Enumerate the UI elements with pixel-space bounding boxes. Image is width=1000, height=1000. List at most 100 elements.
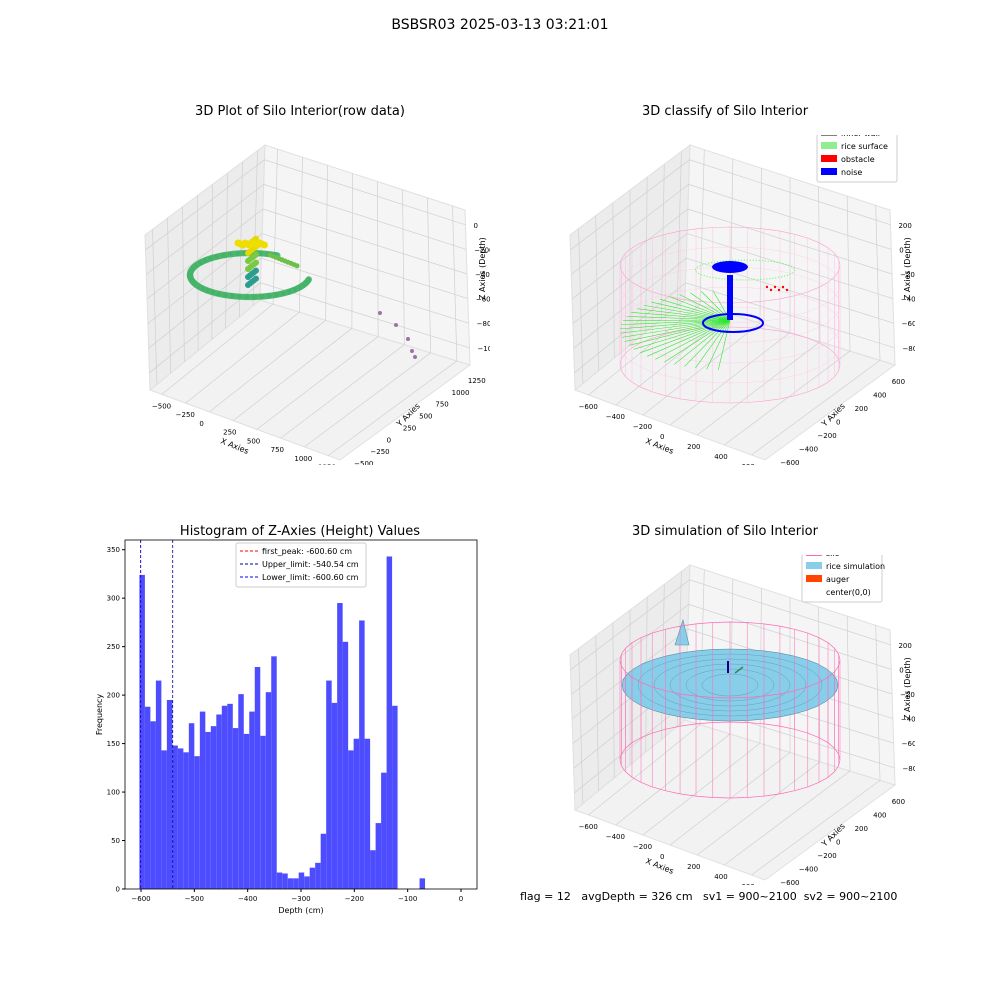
floor-gridline-x <box>724 770 851 866</box>
z-tick-label: 0 <box>899 666 903 674</box>
obstacle-point <box>785 288 789 292</box>
back-gridline <box>759 168 762 324</box>
histogram-bar <box>194 756 200 889</box>
histogram-bar <box>287 878 294 889</box>
y-tick-label: 200 <box>855 825 868 833</box>
x-tick-label: 400 <box>714 453 727 461</box>
x-tick-label: −400 <box>606 833 625 841</box>
histogram-bar <box>260 735 266 889</box>
z-gridline <box>146 184 467 275</box>
x-tick-label: 200 <box>687 863 700 871</box>
side-gridline <box>578 228 584 384</box>
legend-entry: first_peak: -600.60 cm <box>262 547 352 556</box>
legend-entry: auger <box>826 575 850 584</box>
x-axis-label: X Axies <box>219 437 250 456</box>
data-point <box>253 259 259 266</box>
legend-entry: Upper_limit: -540.54 cm <box>262 560 359 569</box>
z-tick-label: −400 <box>475 271 490 279</box>
z-tick-label: −1000 <box>477 345 490 353</box>
y-tick-label: 400 <box>873 391 886 399</box>
outlier-point <box>378 311 382 315</box>
histogram-bar <box>139 574 145 889</box>
side-gridline <box>578 648 584 804</box>
center-marker <box>734 666 744 674</box>
x-tick-label: −400 <box>606 413 625 421</box>
x-axis-label: Depth (cm) <box>278 906 323 915</box>
back-gridline <box>272 149 278 305</box>
x-tick-label: −400 <box>238 895 257 903</box>
side-gridline <box>225 173 228 329</box>
floor-gridline-x <box>280 344 405 439</box>
x-tick-label: 0 <box>459 895 463 903</box>
y-tick-label: 750 <box>435 401 448 409</box>
rice-simulation-contour <box>653 658 807 712</box>
floor-gridline-x <box>232 328 353 421</box>
legend-swatch <box>821 168 837 175</box>
side-gridline <box>612 202 615 358</box>
y-tick-label: 50 <box>111 837 120 845</box>
histogram-bar <box>337 603 343 889</box>
y-axis-label: Frequency <box>95 694 104 736</box>
data-point <box>253 251 259 258</box>
rice-surface-ring <box>694 259 796 281</box>
side-gridline <box>595 635 599 791</box>
side-gridline <box>211 184 213 340</box>
y-tick-label: 250 <box>107 643 120 651</box>
inner-wall-ring <box>619 286 841 364</box>
y-tick-label: −200 <box>817 852 836 860</box>
x-tick-label: 400 <box>714 873 727 881</box>
back-gridline <box>818 186 821 342</box>
rice-surface-ray <box>633 319 731 350</box>
floor-gridline-x <box>304 352 431 448</box>
histogram-bar <box>243 733 250 889</box>
x-tick-label: −200 <box>633 843 652 851</box>
legend-frame <box>801 555 883 603</box>
legend-entry: noise <box>841 168 862 177</box>
floor-gridline-x <box>696 341 821 436</box>
histogram-bar <box>161 750 167 889</box>
z-gridline <box>571 604 892 695</box>
side-gridline <box>612 622 615 778</box>
z-gridline <box>570 579 891 671</box>
floor-gridline-x <box>751 780 881 876</box>
y-tick-label: 0 <box>116 886 120 894</box>
y-tick-label: 500 <box>419 413 432 421</box>
rice-surface-ray <box>706 319 731 370</box>
z-tick-label: −400 <box>901 296 915 304</box>
rice-surface-ray <box>620 319 731 330</box>
obstacle-point <box>769 288 773 292</box>
axes-box: 2000−200−400−600−800−600−400−20002004006… <box>569 143 915 465</box>
z-gridline <box>147 233 469 324</box>
back-gridline <box>875 625 881 781</box>
z-axis-label: Z Axies (Depth) <box>478 237 487 300</box>
x-tick-label: −300 <box>291 895 310 903</box>
z-tick-label: −400 <box>901 716 915 724</box>
rice-surface-ray <box>624 319 731 342</box>
rice-surface-ray <box>631 312 731 321</box>
panel3-title: Histogram of Z-Axies (Height) Values <box>179 524 421 539</box>
back-gridline <box>402 189 405 345</box>
inner-wall-ring <box>619 246 841 324</box>
histogram-bar <box>353 738 360 889</box>
outlier-point <box>406 337 410 341</box>
rice-surface-ray <box>636 308 731 321</box>
x-tick-label: 600 <box>741 883 754 885</box>
side-gridline <box>676 151 682 307</box>
floor-gridline-x <box>669 752 791 846</box>
panel1-title: 3D Plot of Silo Interior(row data) <box>195 104 405 119</box>
histogram-bar <box>304 876 310 889</box>
y-tick-label: 1000 <box>452 389 470 397</box>
histogram-bar <box>205 731 211 889</box>
simulation-mesh <box>619 618 841 799</box>
panel2-title: 3D classify of Silo Interior <box>641 104 809 119</box>
side-gridline <box>167 218 171 374</box>
data-point <box>294 263 300 269</box>
z-gridline <box>573 257 894 349</box>
x-tick-label: 600 <box>741 463 754 465</box>
noise-column <box>727 275 733 320</box>
floor-gridline-x <box>588 304 701 396</box>
x-tick-label: 1000 <box>294 455 312 463</box>
histogram-bar <box>172 745 178 889</box>
obstacle-point <box>781 285 785 289</box>
rice-surface-ray <box>679 294 731 321</box>
